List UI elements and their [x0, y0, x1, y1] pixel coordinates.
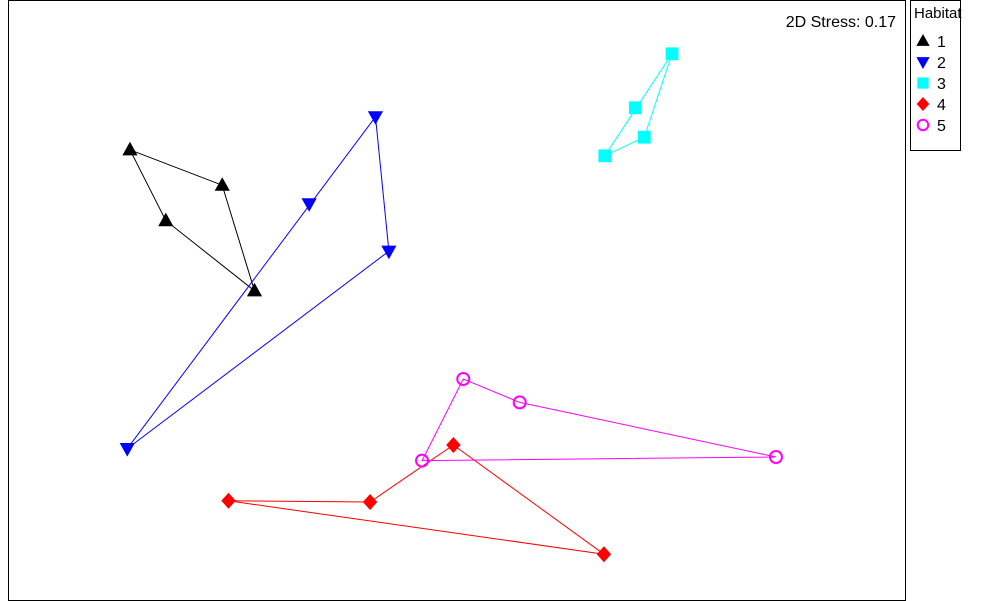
point-habitat-5-1 [456, 372, 471, 386]
data-points [119, 47, 783, 563]
legend-label-4: 4 [937, 97, 946, 114]
legend-marker-5 [916, 118, 930, 132]
point-habitat-2-2 [301, 198, 317, 212]
point-habitat-3-1 [665, 47, 679, 61]
hull-lines [126, 53, 777, 555]
legend: Habitat 1 2 3 4 5 [910, 0, 962, 151]
point-habitat-4-3 [446, 437, 461, 453]
point-habitat-5-2 [512, 395, 527, 410]
point-habitat-2-4 [119, 443, 135, 457]
hull-habitat-1 [128, 148, 256, 293]
point-habitat-5-4 [415, 453, 430, 468]
point-habitat-3-2 [628, 101, 642, 115]
legend-marker-2 [916, 57, 930, 69]
point-habitat-4-2 [362, 494, 378, 510]
plot-frame [8, 0, 906, 601]
hull-habitat-5 [421, 378, 777, 462]
legend-label-3: 3 [937, 76, 946, 93]
legend-label-1: 1 [937, 34, 946, 51]
legend-label-2: 2 [937, 55, 946, 72]
point-habitat-2-3 [381, 245, 397, 260]
legend-title: Habitat [914, 5, 962, 22]
point-habitat-2-1 [367, 111, 384, 125]
point-habitat-1-3 [214, 177, 230, 191]
stress-annotation: 2D Stress: 0.17 [786, 14, 896, 31]
legend-items: 1 2 3 4 5 [916, 34, 946, 135]
point-habitat-4-1 [221, 492, 236, 509]
point-habitat-3-4 [598, 149, 612, 163]
legend-marker-1 [916, 34, 930, 46]
point-habitat-4-4 [596, 546, 612, 563]
legend-marker-4 [916, 97, 930, 111]
legend-marker-3 [917, 77, 929, 89]
point-habitat-5-3 [768, 450, 783, 464]
point-habitat-1-2 [158, 212, 174, 227]
legend-box [910, 0, 961, 151]
legend-label-5: 5 [937, 118, 946, 135]
point-habitat-1-1 [122, 141, 138, 156]
point-habitat-3-3 [637, 130, 651, 144]
hull-habitat-2 [126, 115, 390, 449]
point-habitat-1-4 [246, 282, 263, 297]
